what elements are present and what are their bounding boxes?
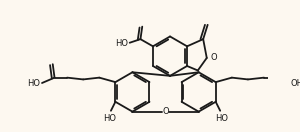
Text: O: O	[162, 107, 169, 116]
Text: HO: HO	[27, 79, 40, 88]
Text: HO: HO	[103, 114, 116, 123]
Text: OH: OH	[291, 79, 300, 88]
Text: HO: HO	[215, 114, 229, 123]
Text: HO: HO	[115, 39, 128, 48]
Text: O: O	[210, 53, 217, 62]
